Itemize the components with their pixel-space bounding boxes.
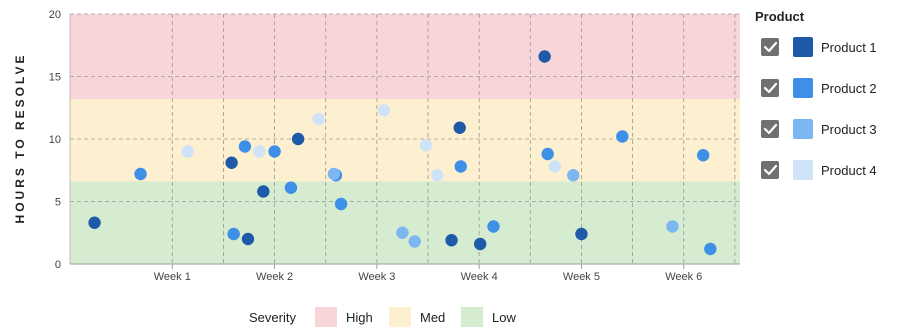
data-point: [538, 50, 551, 63]
severity-item-low: Low: [461, 307, 516, 327]
plot-area: 0 5 10 15 20 Week 1 Week 2 Week 3 Week 4 Week 5 We…: [49, 9, 740, 283]
severity-label: Med: [420, 310, 445, 325]
legend-checkbox[interactable]: [761, 38, 779, 56]
band-low: [70, 181, 740, 264]
data-point: [541, 147, 554, 161]
data-point: [268, 145, 281, 158]
y-tick-label: 10: [49, 134, 61, 146]
severity-legend-title: Severity: [249, 310, 296, 325]
legend-label: Product 2: [821, 81, 877, 96]
data-point: [134, 167, 147, 181]
y-tick-label: 5: [55, 197, 61, 209]
data-point: [445, 234, 458, 247]
legend-checkbox[interactable]: [761, 120, 779, 138]
series-product-3: [327, 167, 679, 248]
legend-swatch: [793, 37, 813, 57]
checkmark-icon: [763, 123, 778, 135]
data-point: [616, 130, 629, 143]
data-point: [238, 140, 252, 153]
data-point: [253, 145, 266, 158]
y-axis-label: HOURS TO RESOLVE: [13, 53, 27, 224]
data-point: [88, 216, 101, 229]
data-point: [453, 121, 466, 134]
data-point: [473, 237, 487, 251]
band-med: [70, 99, 740, 182]
severity-item-high: High: [315, 307, 373, 327]
data-point: [241, 232, 255, 246]
severity-swatch: [315, 307, 337, 327]
severity-legend: Severity High Med Low: [249, 307, 516, 327]
severity-item-med: Med: [389, 307, 445, 327]
legend-label: Product 1: [821, 40, 877, 55]
data-point: [312, 112, 325, 126]
y-tick-label: 0: [55, 259, 61, 271]
legend-swatch: [793, 119, 813, 139]
legend-item-product-4[interactable]: Product 4: [761, 160, 877, 180]
band-high: [70, 14, 740, 99]
data-point: [227, 227, 240, 241]
data-point: [377, 104, 391, 117]
product-legend: Product Product 1 Product 2 Product 3 Produc…: [755, 9, 877, 180]
data-point: [327, 167, 341, 181]
data-point: [284, 181, 298, 194]
data-point: [225, 156, 238, 169]
legend-label: Product 3: [821, 122, 877, 137]
series-product-1: [88, 50, 588, 251]
data-point: [291, 132, 305, 146]
data-point: [567, 169, 580, 182]
data-point: [704, 242, 717, 256]
severity-label: Low: [492, 310, 516, 325]
legend-item-product-3[interactable]: Product 3: [761, 119, 877, 139]
y-tick-label: 15: [49, 72, 61, 84]
x-tick-label: Week 1: [154, 271, 191, 283]
data-point: [696, 149, 710, 162]
severity-label: High: [346, 310, 373, 325]
severity-swatch: [461, 307, 483, 327]
x-tick-label: Week 6: [665, 271, 702, 283]
data-point: [548, 160, 562, 173]
legend-item-product-1[interactable]: Product 1: [761, 37, 877, 57]
data-point: [666, 220, 679, 233]
series-product-4: [181, 104, 562, 182]
data-point: [431, 169, 444, 182]
checkmark-icon: [763, 41, 778, 53]
data-point: [257, 185, 270, 198]
legend-swatch: [793, 78, 813, 98]
data-point: [487, 220, 500, 233]
x-tick-label: Week 4: [461, 271, 498, 283]
legend-checkbox[interactable]: [761, 161, 779, 179]
legend-item-product-2[interactable]: Product 2: [761, 78, 877, 98]
data-point: [575, 227, 588, 241]
data-point: [454, 160, 467, 173]
legend-label: Product 4: [821, 163, 877, 178]
legend-checkbox[interactable]: [761, 79, 779, 97]
checkmark-icon: [763, 82, 778, 94]
data-point: [419, 139, 433, 152]
legend-swatch: [793, 160, 813, 180]
y-tick-label: 20: [49, 9, 61, 21]
data-point: [408, 235, 421, 248]
data-point: [181, 145, 194, 158]
severity-swatch: [389, 307, 411, 327]
x-tick-label: Week 2: [256, 271, 293, 283]
checkmark-icon: [763, 164, 778, 176]
data-point: [334, 197, 348, 211]
x-tick-label: Week 5: [563, 271, 600, 283]
x-tick-label: Week 3: [358, 271, 395, 283]
data-point: [396, 226, 409, 239]
legend-title: Product: [755, 9, 805, 24]
